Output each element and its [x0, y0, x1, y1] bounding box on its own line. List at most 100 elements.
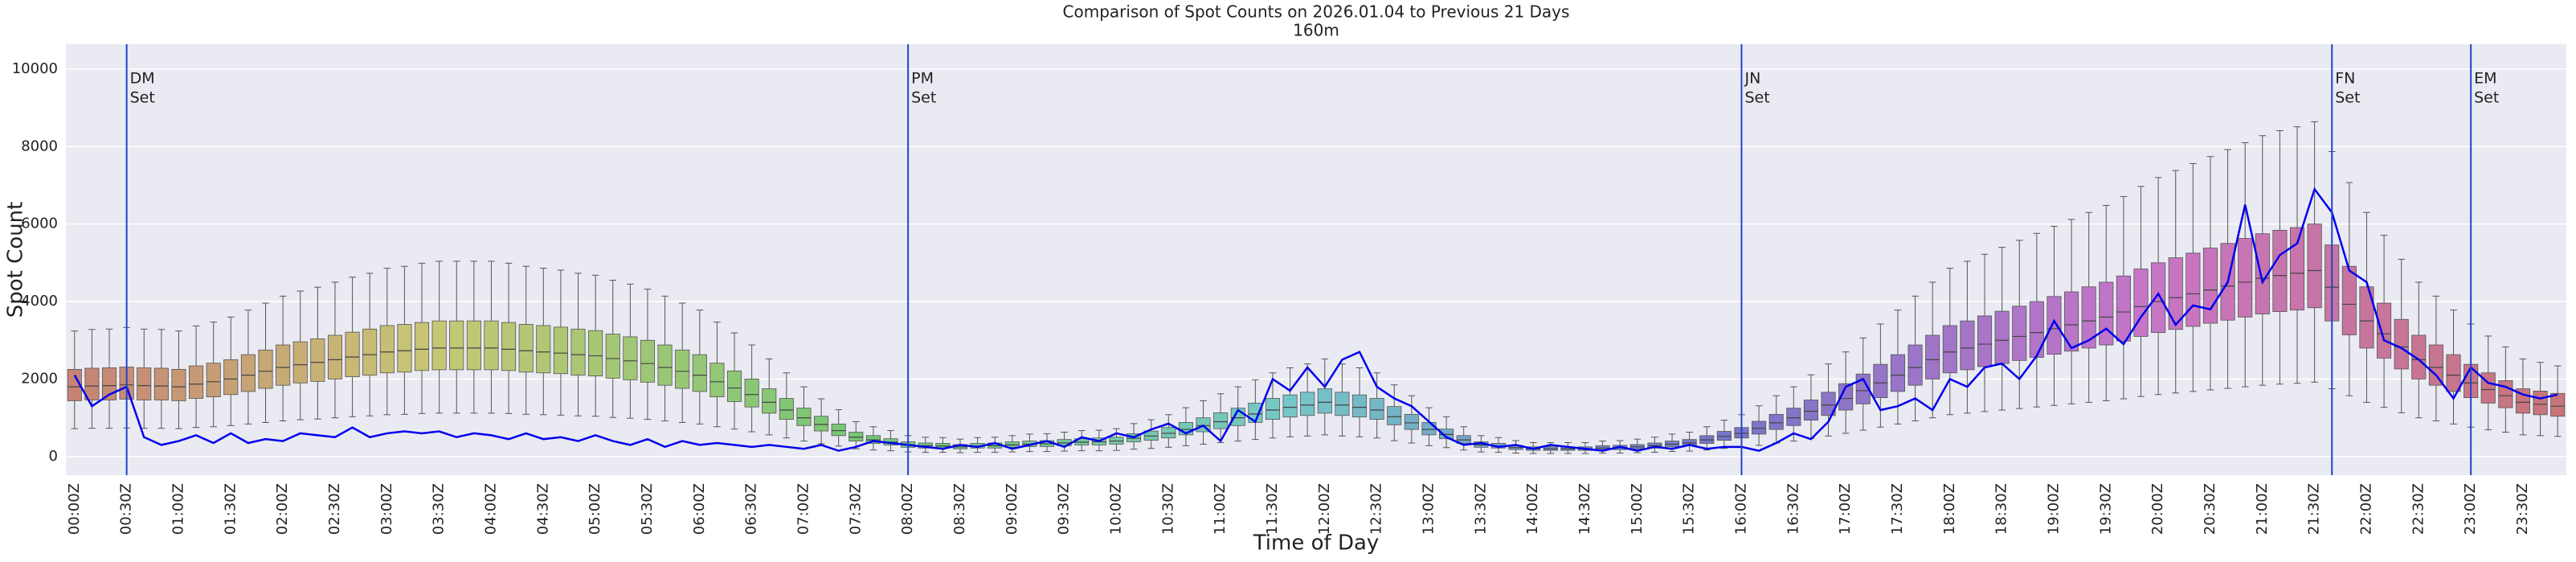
- y-axis-label: Spot Count: [4, 202, 28, 318]
- reference-label: Set: [911, 89, 936, 107]
- box: [1942, 325, 1957, 374]
- x-axis-label: Time of Day: [1253, 531, 1380, 556]
- x-tick-label: 22:00Z: [2357, 483, 2374, 535]
- plot-area: [66, 44, 2566, 475]
- box: [640, 339, 656, 383]
- x-tick-label: 05:30Z: [639, 483, 656, 535]
- x-tick-label: 01:00Z: [170, 483, 186, 535]
- box: [292, 341, 308, 384]
- reference-label: Set: [1744, 89, 1769, 107]
- box: [2446, 354, 2461, 392]
- box: [1907, 344, 1923, 386]
- x-tick-label: 12:30Z: [1368, 483, 1385, 535]
- box: [623, 336, 638, 380]
- box: [84, 367, 100, 400]
- x-tick-label: 18:00Z: [1941, 483, 1958, 535]
- x-tick-label: 23:00Z: [2462, 483, 2479, 535]
- box: [2272, 229, 2288, 312]
- box: [137, 367, 152, 400]
- box: [796, 408, 812, 426]
- x-tick-label: 10:30Z: [1159, 483, 1176, 535]
- box: [2186, 252, 2201, 327]
- box: [397, 324, 412, 373]
- box: [379, 325, 395, 374]
- x-tick-label: 01:30Z: [222, 483, 239, 535]
- box: [1821, 392, 1836, 416]
- box: [240, 354, 256, 392]
- x-tick-label: 02:30Z: [326, 483, 343, 535]
- reference-label: Set: [2335, 89, 2360, 107]
- box: [536, 325, 551, 374]
- x-tick-label: 06:00Z: [691, 483, 708, 535]
- x-tick-label: 14:00Z: [1524, 483, 1541, 535]
- reference-label: PM: [911, 70, 934, 88]
- box: [1300, 392, 1315, 416]
- x-tick-label: 11:00Z: [1212, 483, 1229, 535]
- box: [2498, 379, 2513, 408]
- box: [848, 432, 864, 441]
- box: [362, 328, 378, 376]
- box: [744, 379, 759, 408]
- box: [484, 320, 499, 371]
- x-tick-label: 09:30Z: [1056, 483, 1073, 535]
- box: [223, 359, 239, 396]
- box: [1439, 429, 1454, 440]
- box: [1838, 383, 1854, 411]
- x-tick-label: 16:00Z: [1732, 483, 1749, 535]
- box: [1752, 420, 1767, 435]
- box: [831, 423, 846, 437]
- box: [1716, 431, 1732, 441]
- box: [1925, 334, 1940, 379]
- box: [2238, 238, 2253, 318]
- box: [1803, 400, 1818, 420]
- x-tick-label: 04:00Z: [482, 483, 499, 535]
- x-tick-label: 16:30Z: [1785, 483, 1801, 535]
- y-tick-label: 8000: [21, 137, 58, 154]
- y-tick-label: 6000: [21, 215, 58, 232]
- x-tick-label: 06:30Z: [743, 483, 760, 535]
- box: [726, 370, 742, 402]
- box: [2394, 318, 2409, 370]
- box: [501, 322, 517, 371]
- box: [2359, 286, 2374, 349]
- x-tick-label: 02:00Z: [274, 483, 291, 535]
- box: [1317, 388, 1332, 414]
- box: [2411, 334, 2427, 379]
- box: [67, 369, 82, 401]
- box: [1404, 413, 1419, 430]
- x-tick-label: 21:30Z: [2306, 483, 2323, 535]
- x-tick-label: 21:00Z: [2254, 483, 2271, 535]
- x-tick-label: 22:30Z: [2410, 483, 2427, 535]
- box: [1335, 392, 1350, 416]
- box: [206, 363, 221, 398]
- box: [2307, 224, 2322, 309]
- box: [1161, 427, 1176, 439]
- box: [1977, 315, 1993, 367]
- box: [258, 349, 273, 389]
- box: [2116, 275, 2131, 342]
- box: [762, 388, 777, 414]
- x-tick-label: 04:30Z: [534, 483, 551, 535]
- chart-title: Comparison of Spot Counts on 2026.01.04 …: [1063, 2, 1570, 22]
- box: [2168, 257, 2183, 330]
- box: [692, 354, 707, 392]
- box: [2081, 286, 2096, 349]
- x-tick-label: 03:30Z: [431, 483, 448, 535]
- x-tick-label: 11:30Z: [1264, 483, 1281, 535]
- x-tick-label: 20:30Z: [2202, 483, 2218, 535]
- box: [709, 363, 725, 398]
- box: [657, 344, 673, 386]
- box: [779, 398, 794, 420]
- x-tick-label: 15:00Z: [1629, 483, 1646, 535]
- y-tick-label: 4000: [21, 293, 58, 310]
- box: [310, 338, 325, 382]
- box: [1960, 320, 1975, 371]
- box: [1282, 394, 1298, 418]
- box: [2012, 306, 2027, 361]
- x-tick-label: 03:00Z: [378, 483, 395, 535]
- y-tick-label: 0: [49, 448, 58, 465]
- x-tick-label: 08:30Z: [951, 483, 968, 535]
- box: [553, 326, 568, 375]
- x-tick-label: 15:30Z: [1681, 483, 1698, 535]
